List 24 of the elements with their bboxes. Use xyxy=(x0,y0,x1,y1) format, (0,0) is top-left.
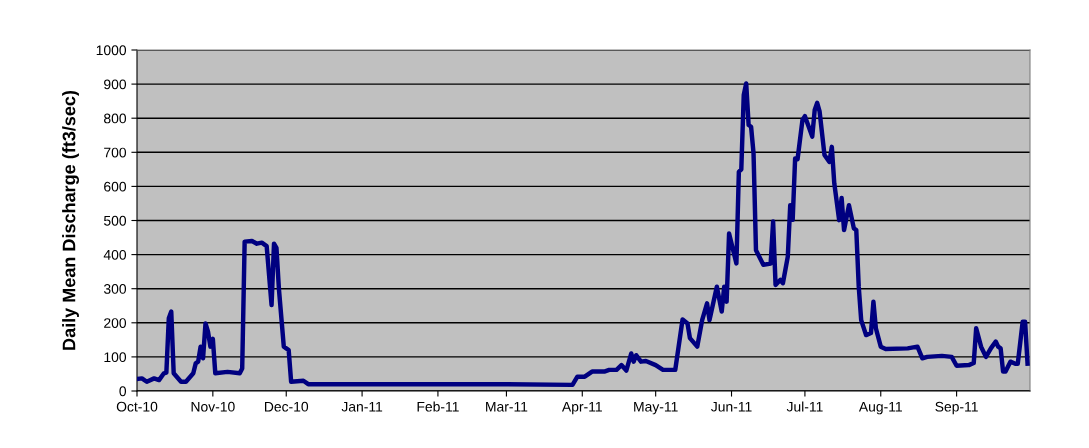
y-tick-label: 500 xyxy=(103,215,127,226)
y-tick-label: 800 xyxy=(104,113,127,124)
x-tick-label: Nov-10 xyxy=(191,401,235,412)
x-tick-label: Mar-11 xyxy=(486,401,528,412)
y-tick-label: 300 xyxy=(103,284,127,294)
x-tick-label: Feb-11 xyxy=(417,401,459,412)
x-tick-label: Dec-10 xyxy=(265,401,309,412)
y-tick-label: 600 xyxy=(104,181,127,192)
y-tick-label: 700 xyxy=(104,147,127,158)
x-tick-label: Aug-11 xyxy=(858,401,902,415)
y-tick-label: 200 xyxy=(104,318,127,328)
x-tick-label: Sep-11 xyxy=(935,401,978,415)
y-tick-label: 900 xyxy=(104,79,127,90)
x-tick-label: Jan-11 xyxy=(341,401,383,412)
y-axis-title: Daily Mean Discharge (ft3/sec) xyxy=(62,90,80,350)
y-tick-label: 0 xyxy=(119,386,127,397)
x-tick-label: Oct-10 xyxy=(116,401,158,412)
y-tick-label: 100 xyxy=(104,352,127,363)
x-tick-label: Jun-11 xyxy=(711,401,752,412)
x-tick-label: Jul-11 xyxy=(786,401,823,412)
x-tick-label: Apr-11 xyxy=(561,401,602,415)
y-tick-label: 1000 xyxy=(96,45,127,56)
x-tick-label: May-11 xyxy=(634,401,678,415)
y-tick-label: 400 xyxy=(103,249,127,260)
